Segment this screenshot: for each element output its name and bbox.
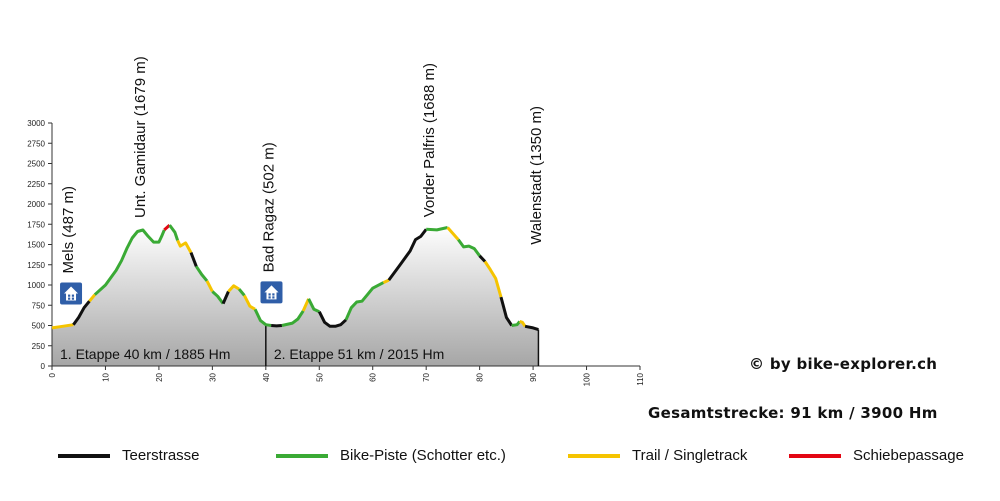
route-segment (72, 300, 91, 326)
legend-label: Trail / Singletrack (632, 447, 748, 464)
route-segment (237, 288, 246, 297)
x-tick-label: 80 (476, 372, 485, 381)
y-tick-label: 2750 (27, 139, 45, 148)
route-segment (221, 290, 230, 305)
route-segment (387, 228, 428, 281)
route-segment (176, 239, 193, 254)
place-label: Vorder Palfris (1688 m) (421, 63, 438, 217)
hut-icon (60, 282, 83, 305)
x-tick-label: 40 (262, 372, 271, 381)
route-segment (301, 298, 310, 312)
legend-label: Schiebepassage (853, 447, 964, 464)
hut-icon-window (272, 293, 275, 296)
x-tick-label: 50 (315, 372, 324, 381)
y-tick-label: 2500 (27, 160, 45, 169)
route-segment (168, 224, 180, 241)
legend-label: Bike-Piste (Schotter etc.) (340, 447, 506, 464)
x-tick-label: 20 (155, 372, 164, 381)
route-segment (524, 324, 539, 332)
route-segment (253, 308, 272, 327)
hut-icon-window (268, 293, 271, 296)
place-label: Walenstadt (1350 m) (528, 106, 545, 245)
hut-icon (260, 281, 283, 304)
copyright-text: © by bike-explorer.ch (749, 355, 938, 373)
x-tick-label: 10 (101, 372, 110, 381)
route-segment (307, 298, 320, 314)
x-tick-label: 60 (369, 372, 378, 381)
hut-icon-window (71, 294, 75, 297)
legend-item-teerstrasse: Teerstrasse (58, 447, 200, 464)
route-segment (195, 265, 209, 282)
y-tick-label: 2250 (27, 180, 45, 189)
y-tick-label: 750 (32, 301, 46, 310)
hut-icon-window (272, 296, 275, 299)
x-tick-label: 30 (208, 372, 217, 381)
legend-swatch (58, 453, 110, 458)
legend-swatch (568, 453, 620, 458)
x-tick-label: 100 (583, 372, 592, 386)
route-segment (457, 238, 481, 257)
place-label: Mels (487 m) (60, 186, 77, 274)
legend-item-bike-piste: Bike-Piste (Schotter etc.) (276, 447, 506, 464)
route-segment (426, 226, 448, 232)
route-segment (205, 280, 214, 293)
profile-area (52, 225, 539, 366)
legend-swatch (789, 453, 841, 458)
stage-label: 2. Etappe 51 km / 2015 Hm (274, 346, 444, 362)
x-tick-label: 0 (48, 372, 57, 377)
route-segment (382, 278, 390, 284)
route-segment (317, 311, 348, 328)
place-label: Bad Ragaz (502 m) (260, 142, 277, 272)
x-tick-label: 70 (422, 372, 431, 381)
hut-icon-window (268, 296, 271, 299)
y-tick-label: 500 (32, 322, 46, 331)
y-tick-label: 1000 (27, 281, 45, 290)
y-tick-label: 250 (32, 342, 46, 351)
legend-swatch (276, 453, 328, 458)
y-tick-label: 1750 (27, 220, 45, 229)
total-distance-summary: Gesamtstrecke: 91 km / 3900 Hm (648, 404, 938, 422)
route-segment (478, 254, 487, 263)
route-segment (243, 294, 256, 311)
place-label: Unt. Gamidaur (1679 m) (132, 56, 149, 218)
hut-icon-window (68, 297, 71, 300)
stage-label: 1. Etappe 40 km / 1885 Hm (60, 346, 230, 362)
legend-label: Teerstrasse (122, 447, 200, 464)
hut-icon-house (64, 286, 79, 301)
route-segment (93, 228, 166, 296)
route-segment (446, 226, 460, 241)
route-segment (227, 284, 240, 293)
y-tick-label: 3000 (27, 119, 45, 128)
route-segment (483, 260, 503, 298)
route-segment (211, 290, 225, 305)
hut-icon-house (264, 285, 279, 300)
legend-item-schiebepassage: Schiebepassage (789, 447, 964, 464)
y-tick-label: 2000 (27, 200, 45, 209)
x-tick-label: 90 (529, 372, 538, 381)
x-tick-label: 110 (636, 372, 645, 385)
legend: Teerstrasse Bike-Piste (Schotter etc.) T… (0, 447, 1000, 467)
route-segment (51, 323, 74, 330)
route-segment (189, 252, 198, 267)
hut-icon-window (71, 297, 75, 300)
route-segment (499, 296, 513, 327)
legend-item-trail: Trail / Singletrack (568, 447, 747, 464)
route-segment (88, 293, 96, 303)
y-tick-label: 0 (41, 362, 46, 371)
y-tick-label: 1250 (27, 261, 45, 270)
route-segment (511, 320, 521, 327)
route-segment (344, 281, 385, 321)
hut-icon-window (68, 294, 71, 297)
route-segment (281, 310, 305, 327)
route-segment (519, 319, 527, 328)
y-tick-label: 1500 (27, 241, 45, 250)
